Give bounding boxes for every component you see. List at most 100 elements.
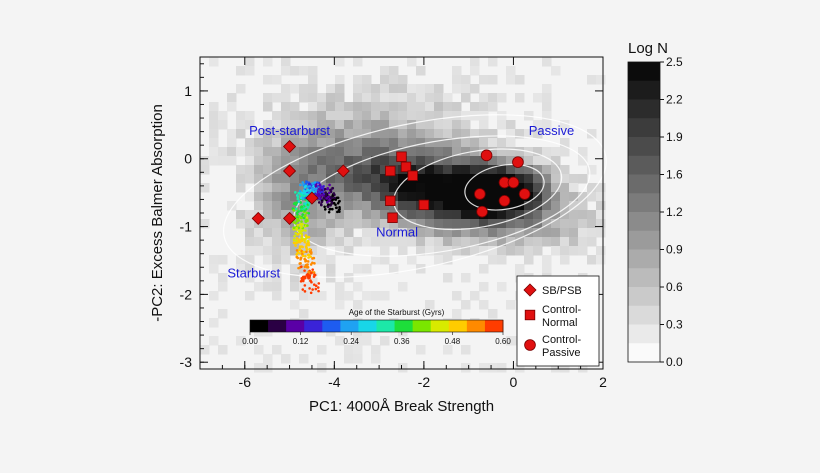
track-point — [305, 273, 309, 277]
density-cell — [407, 156, 417, 166]
density-cell — [461, 75, 471, 85]
density-cell — [344, 156, 354, 166]
track-point — [324, 192, 328, 196]
density-cell — [587, 75, 597, 85]
density-cell — [569, 192, 579, 202]
density-cell — [533, 210, 543, 220]
track-point — [320, 203, 323, 207]
density-cell — [515, 219, 525, 229]
density-cell — [218, 282, 228, 292]
density-cell — [533, 120, 543, 130]
track-point — [299, 262, 302, 265]
density-cell — [362, 75, 372, 85]
density-cell — [434, 102, 444, 112]
track-point — [295, 253, 299, 256]
density-cell — [362, 111, 372, 121]
track-point — [322, 197, 325, 200]
density-cell — [263, 102, 273, 112]
density-cell — [578, 237, 588, 247]
density-cell — [515, 228, 525, 238]
density-cell — [434, 120, 444, 130]
track-point — [304, 184, 307, 188]
density-cell — [524, 246, 534, 256]
colorbar-title: Log N — [628, 40, 668, 57]
density-cell — [479, 102, 489, 112]
density-cell — [488, 255, 498, 265]
density-cell — [470, 66, 480, 76]
density-cell — [281, 120, 291, 130]
track-point — [296, 213, 299, 216]
density-cell — [389, 93, 399, 103]
density-cell — [389, 264, 399, 274]
density-cell — [371, 174, 381, 184]
density-cell — [425, 300, 435, 310]
track-point — [296, 232, 300, 236]
axes: -6 -4 -2 0 2 1 0 -1 -2 -3 PC1: 4000Å Break Strengt… — [149, 56, 607, 415]
density-cell — [308, 66, 318, 76]
density-cell — [515, 75, 525, 85]
track-point — [307, 182, 311, 186]
density-cell — [380, 75, 390, 85]
density-cell — [335, 120, 345, 130]
density-cell — [353, 210, 363, 220]
density-cell — [551, 66, 561, 76]
density-cell — [254, 228, 264, 238]
density-cell — [560, 192, 570, 202]
track-point — [326, 201, 329, 204]
density-cell — [407, 183, 417, 193]
density-cell — [290, 111, 300, 121]
density-cell — [506, 219, 516, 229]
track-point — [303, 290, 307, 293]
density-cell — [551, 219, 561, 229]
density-cell — [263, 129, 273, 139]
density-cell — [371, 255, 381, 265]
density-cell — [596, 255, 606, 265]
track-point — [334, 198, 338, 201]
track-point — [306, 260, 310, 263]
track-point — [319, 197, 322, 200]
density-cell — [335, 336, 345, 346]
density-cell — [353, 219, 363, 229]
age-color-cell — [466, 320, 486, 332]
density-cell — [335, 111, 345, 121]
data-markers — [251, 139, 531, 225]
density-cell — [560, 219, 570, 229]
track-point — [323, 187, 327, 191]
track-point — [310, 271, 313, 275]
density-cell — [443, 192, 453, 202]
track-point — [305, 189, 308, 193]
track-point — [299, 206, 303, 209]
density-cell — [380, 246, 390, 256]
density-cell — [380, 255, 390, 265]
density-cell — [497, 228, 507, 238]
density-cell — [245, 291, 255, 301]
density-cell — [506, 75, 516, 85]
density-cell — [452, 246, 462, 256]
track-point — [320, 200, 324, 204]
density-cell — [515, 147, 525, 157]
region-label: Normal — [376, 225, 418, 240]
density-cell — [272, 192, 282, 202]
density-cell — [299, 156, 309, 166]
density-cell — [353, 138, 363, 148]
density-cell — [488, 246, 498, 256]
track-point — [307, 256, 310, 259]
track-point — [300, 238, 303, 241]
density-cell — [371, 93, 381, 103]
density-cell — [551, 165, 561, 175]
density-cell — [209, 129, 219, 139]
density-cell — [380, 156, 390, 166]
density-cell — [443, 201, 453, 211]
density-cell — [398, 192, 408, 202]
density-cell — [308, 147, 318, 157]
density-cell — [416, 210, 426, 220]
track-point — [307, 191, 311, 194]
track-point — [309, 252, 313, 255]
density-cell — [524, 219, 534, 229]
density-cell — [452, 120, 462, 130]
density-cell — [452, 102, 462, 112]
track-point — [293, 234, 296, 238]
density-cell — [452, 219, 462, 229]
density-cell — [362, 174, 372, 184]
density-cell — [407, 237, 417, 247]
